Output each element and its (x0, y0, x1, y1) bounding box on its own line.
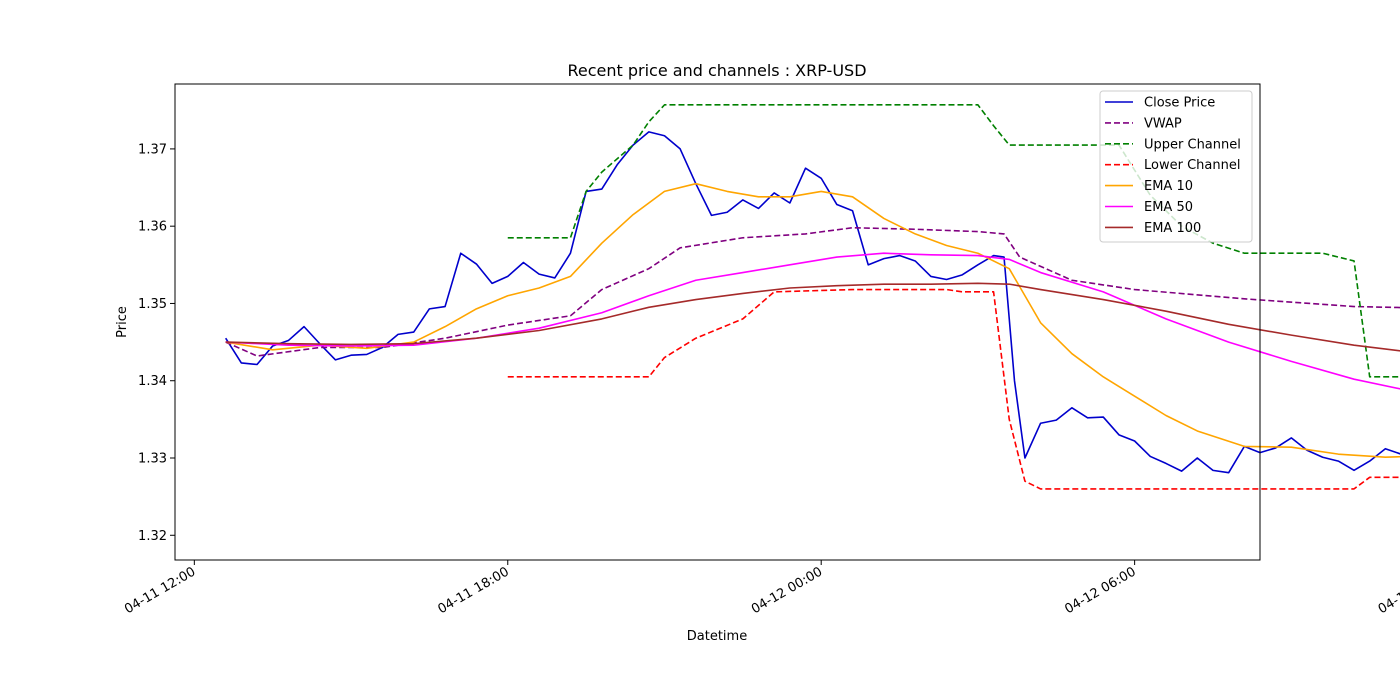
plot-area-frame (174, 83, 1261, 561)
y-tick-label: 1.36 (138, 220, 167, 235)
legend-items: Close Price VWAP Upper Channel Lower Channe… (1105, 96, 1241, 236)
legend: Close Price VWAP Upper Channel Lower Channe… (1099, 90, 1253, 243)
series-line-ema-10 (225, 182, 1400, 459)
legend-label-ema-50: EMA 50 (1144, 200, 1193, 215)
legend-label-lower-channel: Lower Channel (1144, 158, 1240, 173)
y-tick-label: 1.35 (138, 297, 167, 312)
y-axis: 1.32 1.33 1.34 1.35 1.36 1.37 (138, 142, 175, 544)
series-line-ema-100 (225, 282, 1400, 352)
series-line-upper-channel (507, 104, 1400, 378)
legend-label-ema-10: EMA 10 (1144, 179, 1193, 194)
chart-title: Recent price and channels : XRP-USD (567, 61, 866, 80)
series-layer (224, 104, 1400, 490)
series-line-lower-channel (507, 288, 1400, 490)
series-line-close-price (224, 131, 1400, 474)
legend-box (1099, 90, 1253, 243)
y-tick-label: 1.33 (138, 452, 167, 467)
x-axis-title: Datetime (687, 629, 747, 644)
legend-label-upper-channel: Upper Channel (1144, 137, 1241, 152)
y-tick-label: 1.34 (138, 374, 167, 389)
y-tick-label: 1.37 (138, 142, 167, 157)
legend-label-ema-100: EMA 100 (1144, 221, 1201, 236)
y-tick-label: 1.32 (138, 529, 167, 544)
y-axis-title: Price (115, 306, 130, 338)
series-line-ema-50 (225, 252, 1400, 390)
legend-label-close-price: Close Price (1144, 96, 1215, 111)
legend-label-vwap: VWAP (1144, 116, 1182, 131)
